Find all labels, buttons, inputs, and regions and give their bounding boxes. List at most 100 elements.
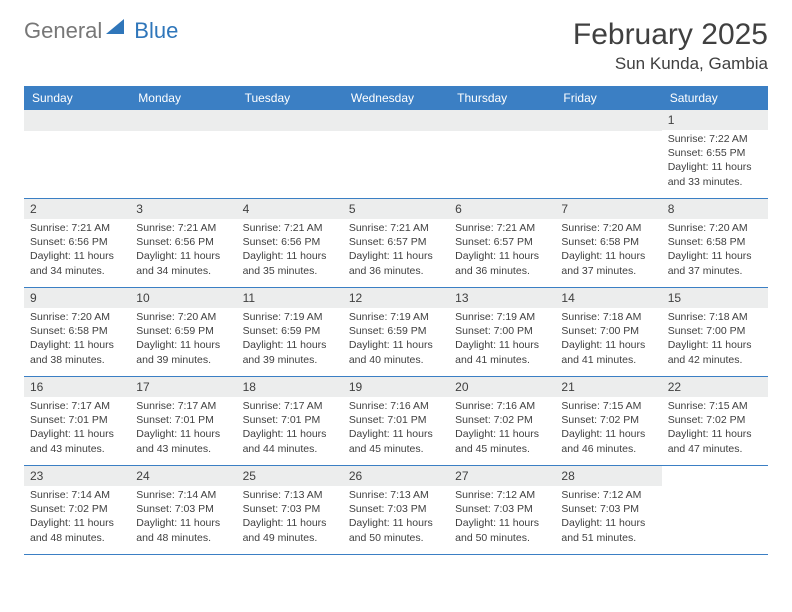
day-cell: 7Sunrise: 7:20 AMSunset: 6:58 PMDaylight…	[555, 199, 661, 287]
day-number: 8	[662, 199, 768, 219]
month-title: February 2025	[573, 18, 768, 52]
week-row: 1Sunrise: 7:22 AMSunset: 6:55 PMDaylight…	[24, 110, 768, 199]
weekday-header: Thursday	[449, 86, 555, 110]
title-block: February 2025 Sun Kunda, Gambia	[573, 18, 768, 74]
day-number: 25	[237, 466, 343, 486]
day-details: Sunrise: 7:19 AMSunset: 6:59 PMDaylight:…	[343, 308, 449, 371]
day-cell: 3Sunrise: 7:21 AMSunset: 6:56 PMDaylight…	[130, 199, 236, 287]
day-number: 17	[130, 377, 236, 397]
day-cell: 12Sunrise: 7:19 AMSunset: 6:59 PMDayligh…	[343, 288, 449, 376]
day-number: 10	[130, 288, 236, 308]
day-details: Sunrise: 7:12 AMSunset: 7:03 PMDaylight:…	[555, 486, 661, 549]
day-number: 16	[24, 377, 130, 397]
day-details: Sunrise: 7:13 AMSunset: 7:03 PMDaylight:…	[237, 486, 343, 549]
day-cell: 16Sunrise: 7:17 AMSunset: 7:01 PMDayligh…	[24, 377, 130, 465]
day-number: 3	[130, 199, 236, 219]
weekday-header: Monday	[130, 86, 236, 110]
empty-day	[237, 110, 343, 131]
day-number: 15	[662, 288, 768, 308]
day-cell: 18Sunrise: 7:17 AMSunset: 7:01 PMDayligh…	[237, 377, 343, 465]
brand-text-blue: Blue	[134, 18, 178, 44]
day-cell: 28Sunrise: 7:12 AMSunset: 7:03 PMDayligh…	[555, 466, 661, 554]
day-cell	[555, 110, 661, 198]
day-details: Sunrise: 7:22 AMSunset: 6:55 PMDaylight:…	[662, 130, 768, 193]
day-details: Sunrise: 7:20 AMSunset: 6:59 PMDaylight:…	[130, 308, 236, 371]
day-details: Sunrise: 7:17 AMSunset: 7:01 PMDaylight:…	[130, 397, 236, 460]
weekday-header: Wednesday	[343, 86, 449, 110]
day-details: Sunrise: 7:14 AMSunset: 7:02 PMDaylight:…	[24, 486, 130, 549]
location-label: Sun Kunda, Gambia	[573, 54, 768, 74]
day-details: Sunrise: 7:15 AMSunset: 7:02 PMDaylight:…	[662, 397, 768, 460]
weekday-header: Saturday	[662, 86, 768, 110]
day-cell	[130, 110, 236, 198]
day-cell: 13Sunrise: 7:19 AMSunset: 7:00 PMDayligh…	[449, 288, 555, 376]
day-cell: 15Sunrise: 7:18 AMSunset: 7:00 PMDayligh…	[662, 288, 768, 376]
empty-day	[555, 110, 661, 131]
brand-text-general: General	[24, 18, 102, 44]
day-number: 11	[237, 288, 343, 308]
empty-day	[130, 110, 236, 131]
brand-sail-icon	[106, 17, 128, 40]
day-details: Sunrise: 7:20 AMSunset: 6:58 PMDaylight:…	[555, 219, 661, 282]
day-cell: 14Sunrise: 7:18 AMSunset: 7:00 PMDayligh…	[555, 288, 661, 376]
day-number: 18	[237, 377, 343, 397]
day-details: Sunrise: 7:21 AMSunset: 6:57 PMDaylight:…	[449, 219, 555, 282]
day-details: Sunrise: 7:20 AMSunset: 6:58 PMDaylight:…	[662, 219, 768, 282]
day-number: 5	[343, 199, 449, 219]
day-cell: 26Sunrise: 7:13 AMSunset: 7:03 PMDayligh…	[343, 466, 449, 554]
day-number: 19	[343, 377, 449, 397]
week-row: 16Sunrise: 7:17 AMSunset: 7:01 PMDayligh…	[24, 377, 768, 466]
day-cell	[449, 110, 555, 198]
day-number: 13	[449, 288, 555, 308]
day-details: Sunrise: 7:17 AMSunset: 7:01 PMDaylight:…	[237, 397, 343, 460]
day-details: Sunrise: 7:16 AMSunset: 7:02 PMDaylight:…	[449, 397, 555, 460]
day-cell	[343, 110, 449, 198]
day-number: 20	[449, 377, 555, 397]
day-details: Sunrise: 7:12 AMSunset: 7:03 PMDaylight:…	[449, 486, 555, 549]
day-cell: 1Sunrise: 7:22 AMSunset: 6:55 PMDaylight…	[662, 110, 768, 198]
day-number: 27	[449, 466, 555, 486]
day-cell: 8Sunrise: 7:20 AMSunset: 6:58 PMDaylight…	[662, 199, 768, 287]
day-number: 7	[555, 199, 661, 219]
day-number: 14	[555, 288, 661, 308]
day-details: Sunrise: 7:19 AMSunset: 6:59 PMDaylight:…	[237, 308, 343, 371]
empty-day	[343, 110, 449, 131]
day-number: 28	[555, 466, 661, 486]
day-cell: 27Sunrise: 7:12 AMSunset: 7:03 PMDayligh…	[449, 466, 555, 554]
day-details: Sunrise: 7:21 AMSunset: 6:56 PMDaylight:…	[130, 219, 236, 282]
day-number: 24	[130, 466, 236, 486]
day-cell: 24Sunrise: 7:14 AMSunset: 7:03 PMDayligh…	[130, 466, 236, 554]
day-cell: 20Sunrise: 7:16 AMSunset: 7:02 PMDayligh…	[449, 377, 555, 465]
weekday-header: Friday	[555, 86, 661, 110]
week-row: 2Sunrise: 7:21 AMSunset: 6:56 PMDaylight…	[24, 199, 768, 288]
day-cell	[24, 110, 130, 198]
weekday-header-row: SundayMondayTuesdayWednesdayThursdayFrid…	[24, 86, 768, 110]
day-cell: 21Sunrise: 7:15 AMSunset: 7:02 PMDayligh…	[555, 377, 661, 465]
week-row: 9Sunrise: 7:20 AMSunset: 6:58 PMDaylight…	[24, 288, 768, 377]
week-row: 23Sunrise: 7:14 AMSunset: 7:02 PMDayligh…	[24, 466, 768, 555]
day-number: 26	[343, 466, 449, 486]
empty-day	[24, 110, 130, 131]
day-number: 21	[555, 377, 661, 397]
calendar: SundayMondayTuesdayWednesdayThursdayFrid…	[24, 86, 768, 555]
weekday-header: Tuesday	[237, 86, 343, 110]
day-number: 1	[662, 110, 768, 130]
day-details: Sunrise: 7:18 AMSunset: 7:00 PMDaylight:…	[555, 308, 661, 371]
day-number: 23	[24, 466, 130, 486]
day-details: Sunrise: 7:15 AMSunset: 7:02 PMDaylight:…	[555, 397, 661, 460]
day-number: 4	[237, 199, 343, 219]
day-number: 22	[662, 377, 768, 397]
day-cell: 9Sunrise: 7:20 AMSunset: 6:58 PMDaylight…	[24, 288, 130, 376]
day-cell: 2Sunrise: 7:21 AMSunset: 6:56 PMDaylight…	[24, 199, 130, 287]
empty-day	[449, 110, 555, 131]
day-details: Sunrise: 7:20 AMSunset: 6:58 PMDaylight:…	[24, 308, 130, 371]
day-details: Sunrise: 7:21 AMSunset: 6:57 PMDaylight:…	[343, 219, 449, 282]
page-header: General Blue February 2025 Sun Kunda, Ga…	[24, 18, 768, 74]
day-details: Sunrise: 7:21 AMSunset: 6:56 PMDaylight:…	[237, 219, 343, 282]
day-number: 2	[24, 199, 130, 219]
day-cell: 6Sunrise: 7:21 AMSunset: 6:57 PMDaylight…	[449, 199, 555, 287]
weekday-header: Sunday	[24, 86, 130, 110]
day-details: Sunrise: 7:17 AMSunset: 7:01 PMDaylight:…	[24, 397, 130, 460]
day-cell: 5Sunrise: 7:21 AMSunset: 6:57 PMDaylight…	[343, 199, 449, 287]
brand-logo: General Blue	[24, 18, 178, 44]
